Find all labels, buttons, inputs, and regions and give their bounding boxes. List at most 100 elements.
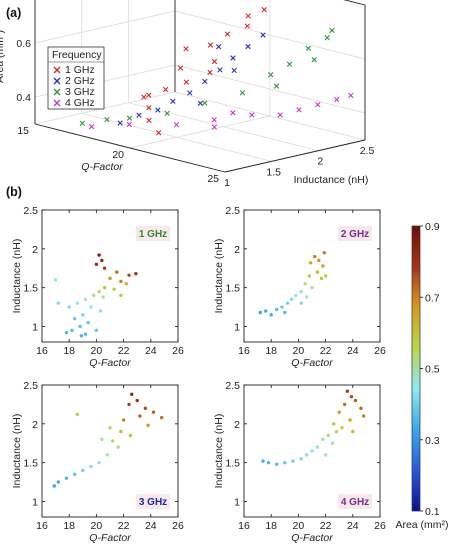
z-tick-label: 0.6 [16, 38, 31, 50]
data-point [313, 254, 317, 259]
data-point [329, 27, 335, 34]
y-tick-label: 2.5 [225, 205, 240, 217]
data-point [105, 453, 109, 457]
y-tick-label: 20 [112, 149, 124, 161]
scatter-panel-3ghz: 16 18 20 22 24 26 1 1.5 2 2.5 Q-Factor Inductance (… [11, 380, 184, 544]
data-point [299, 457, 303, 461]
legend-entry: 2 GHz [65, 75, 95, 87]
x-tick-label: 26 [172, 345, 184, 357]
legend-marker [53, 66, 61, 74]
colorbar-tick-label: 0.1 [425, 506, 440, 518]
data-point [274, 307, 279, 312]
data-point [143, 406, 148, 410]
legend-box [47, 46, 105, 110]
data-point [72, 317, 77, 321]
y-tick-label: 15 [17, 125, 29, 137]
x-tick-label: 24 [145, 345, 157, 357]
data-point [130, 392, 134, 397]
data-point [91, 293, 96, 298]
colorbar-tick-label: 0.5 [425, 364, 440, 376]
data-point [311, 56, 317, 63]
data-point [323, 274, 328, 278]
data-point [261, 459, 265, 463]
data-point [307, 274, 311, 278]
data-point [264, 309, 268, 313]
data-point [299, 289, 303, 294]
data-point [64, 330, 69, 335]
x-tick-label: 18 [265, 345, 277, 357]
data-point [249, 112, 255, 118]
data-point [108, 426, 112, 430]
data-point [202, 100, 208, 106]
data-point [280, 305, 284, 309]
data-point [89, 464, 93, 469]
data-point [136, 112, 142, 118]
data-point [207, 69, 213, 76]
data-point [75, 301, 80, 305]
plot-area [41, 209, 179, 343]
y-tick-label: 2 [234, 244, 240, 256]
data-point [244, 23, 251, 29]
data-point [245, 43, 251, 50]
data-point [258, 310, 263, 315]
axis-edge [34, 123, 226, 173]
legend-title: Frequency [52, 49, 102, 61]
data-point [134, 271, 138, 276]
data-point [111, 439, 115, 443]
data-point [126, 121, 133, 128]
data-point [245, 13, 251, 19]
x-tick-label: 20 [293, 345, 305, 357]
data-point [102, 266, 107, 270]
legend-entry: 1 GHz [65, 64, 95, 76]
data-point [283, 460, 287, 465]
data-point [211, 58, 218, 65]
colorbar: 0.1 0.3 0.5 0.7 0.9 Area (mm²) [395, 221, 448, 531]
data-point [127, 273, 131, 277]
data-point [67, 305, 71, 309]
data-point [119, 279, 123, 284]
data-point [101, 295, 105, 299]
freq-label-bg [338, 494, 372, 509]
data-point [310, 285, 314, 290]
data-point [108, 276, 112, 281]
x-tick-label: 24 [347, 345, 359, 357]
data-point [98, 309, 103, 313]
data-point [197, 100, 204, 106]
data-point [127, 402, 131, 407]
data-point [94, 262, 99, 267]
scatter-panel-2ghz: 16 18 20 22 24 26 1 1.5 2 2.5 Q-Factor Inductance (… [213, 205, 386, 369]
x-tick-label: 16 [36, 345, 48, 357]
legend-entry: 4 GHz [65, 97, 95, 109]
data-point [155, 130, 162, 136]
plot-area [243, 384, 381, 518]
legend-marker [53, 77, 61, 85]
data-point [305, 45, 312, 51]
data-point [112, 287, 116, 291]
data-point [315, 101, 321, 108]
data-point [121, 418, 126, 422]
x-axis-label: Inductance (nH) [294, 174, 369, 186]
y-tick-label: 2 [234, 419, 240, 431]
data-point [348, 418, 352, 422]
panel-label-b: (b) [6, 185, 22, 199]
data-point [273, 83, 280, 89]
data-point [296, 107, 302, 113]
y-tick-label: 1.5 [225, 458, 240, 470]
data-point [310, 449, 314, 453]
data-point [304, 453, 309, 457]
data-point [81, 313, 85, 317]
x-tick-label: 18 [63, 520, 75, 532]
data-point [119, 293, 123, 298]
y-tick-label: 1.5 [225, 283, 240, 295]
x-tick-label: 2.5 [360, 145, 375, 157]
data-point [124, 282, 129, 286]
data-point [359, 406, 363, 410]
colorbar-tick-label: 0.9 [425, 221, 440, 233]
freq-label: 4 GHz [341, 497, 369, 508]
data-point [53, 278, 58, 282]
x-tick-label: 16 [238, 345, 250, 357]
y-tick-label: 2.5 [23, 380, 38, 392]
data-point [337, 410, 341, 414]
x-tick-label: 2 [317, 156, 323, 168]
